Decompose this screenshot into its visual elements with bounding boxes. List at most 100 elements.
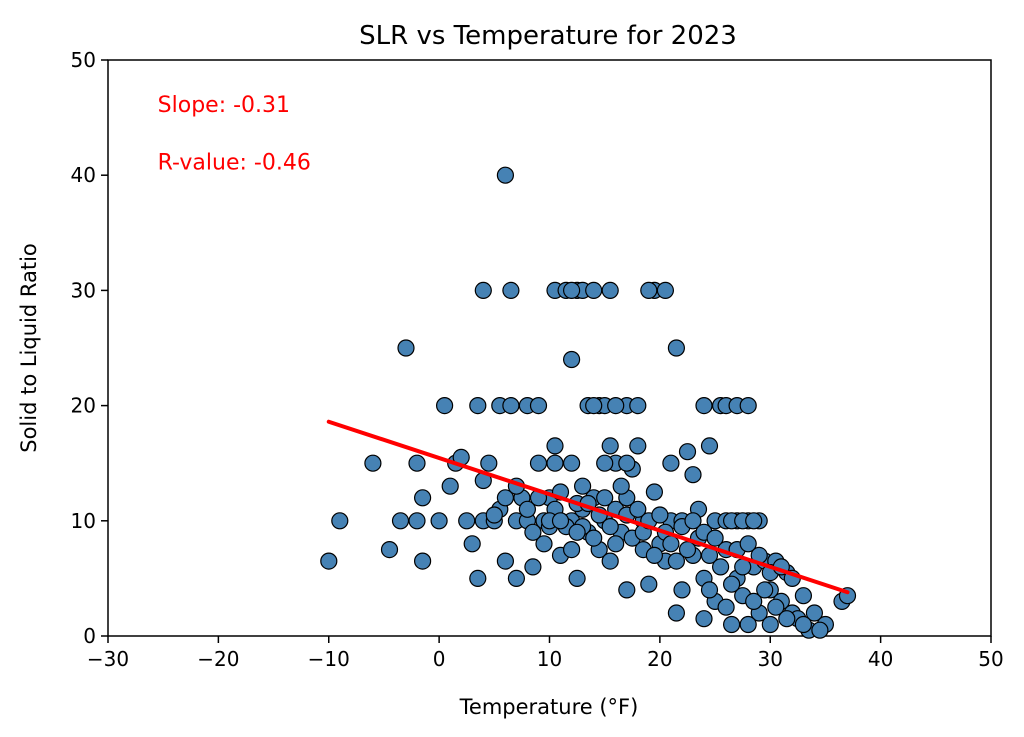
data-point (320, 552, 338, 570)
data-point (480, 454, 498, 472)
data-point (767, 598, 785, 616)
data-point (601, 517, 619, 536)
x-tick-label: 0 (433, 647, 446, 671)
data-point (662, 454, 680, 472)
data-point (695, 397, 713, 415)
x-axis-title: Temperature (°F) (459, 695, 639, 719)
data-point (463, 535, 481, 553)
data-point (430, 512, 448, 530)
x-tick-label: 20 (647, 647, 672, 671)
data-point (667, 604, 686, 622)
data-point (414, 552, 432, 570)
data-point (568, 523, 586, 541)
data-point (722, 575, 741, 593)
data-point (794, 615, 813, 634)
data-point (529, 397, 548, 415)
data-point (717, 598, 735, 616)
x-tick-label: 50 (978, 647, 1003, 671)
data-point (364, 454, 382, 472)
data-point (524, 558, 542, 576)
data-point (761, 615, 779, 634)
data-point (562, 281, 581, 299)
data-point (414, 489, 432, 507)
chart-title: SLR vs Temperature for 2023 (359, 21, 737, 51)
data-point (408, 454, 426, 472)
data-point (618, 454, 636, 472)
y-axis: 0 10 20 30 40 50 (71, 48, 108, 648)
data-point (436, 397, 454, 415)
data-point (380, 540, 399, 559)
data-point (397, 339, 415, 357)
data-point (601, 437, 619, 455)
data-point (562, 454, 581, 472)
regression-layer (326, 419, 850, 595)
data-point (811, 621, 829, 639)
data-point (502, 281, 520, 299)
data-point (640, 281, 658, 299)
data-point (562, 350, 581, 369)
data-point (745, 592, 763, 611)
data-point (745, 512, 763, 530)
data-point (496, 489, 514, 507)
data-point (529, 454, 548, 472)
data-point (673, 581, 691, 599)
y-tick-label: 20 (71, 394, 96, 418)
data-point (585, 397, 603, 415)
data-point (656, 281, 675, 299)
x-tick-label: 40 (868, 647, 893, 671)
data-point (756, 581, 774, 599)
data-point (596, 454, 614, 472)
regression-line (326, 419, 850, 595)
data-point (629, 437, 647, 455)
data-point (805, 604, 824, 622)
x-tick-label: −20 (197, 647, 239, 671)
data-point (331, 512, 349, 530)
data-point (469, 397, 487, 415)
data-point (535, 535, 553, 553)
data-point (469, 569, 487, 588)
y-tick-label: 30 (71, 278, 96, 302)
data-point (496, 552, 514, 570)
y-tick-label: 50 (71, 48, 96, 72)
x-tick-label: −30 (87, 647, 129, 671)
data-point (496, 166, 514, 184)
data-point (684, 466, 702, 484)
data-point (651, 506, 669, 524)
data-point (441, 477, 459, 495)
data-point (684, 512, 702, 530)
data-point (794, 587, 813, 605)
data-point (662, 535, 680, 553)
y-tick-label: 40 (71, 163, 96, 187)
data-point (518, 500, 537, 518)
x-tick-label: 30 (758, 647, 783, 671)
x-axis: −30 −20 −10 0 10 20 30 40 50 (87, 636, 1004, 671)
data-point (711, 558, 730, 576)
y-tick-label: 10 (71, 509, 96, 533)
data-point (607, 535, 625, 553)
data-point (551, 512, 570, 530)
annotation-layer: Slope: -0.31 R-value: -0.46 (158, 93, 311, 176)
data-point (695, 610, 713, 628)
y-axis-title: Solid to Liquid Ratio (17, 243, 41, 453)
data-point (546, 454, 564, 472)
data-point (474, 281, 492, 299)
data-point (700, 437, 719, 455)
annotation-label: Slope: -0.31 (158, 93, 290, 118)
data-point (408, 512, 426, 530)
data-point (739, 535, 757, 553)
data-point (640, 575, 658, 593)
x-tick-label: −10 (308, 647, 350, 671)
data-point (458, 512, 476, 530)
data-point (700, 581, 719, 599)
data-point (618, 581, 636, 599)
data-point (629, 397, 647, 415)
data-point (596, 489, 614, 507)
data-point (629, 500, 647, 518)
data-point (601, 281, 619, 299)
y-tick-label: 0 (83, 624, 96, 648)
data-point (485, 506, 503, 524)
data-point (546, 437, 564, 455)
data-point (778, 610, 796, 628)
